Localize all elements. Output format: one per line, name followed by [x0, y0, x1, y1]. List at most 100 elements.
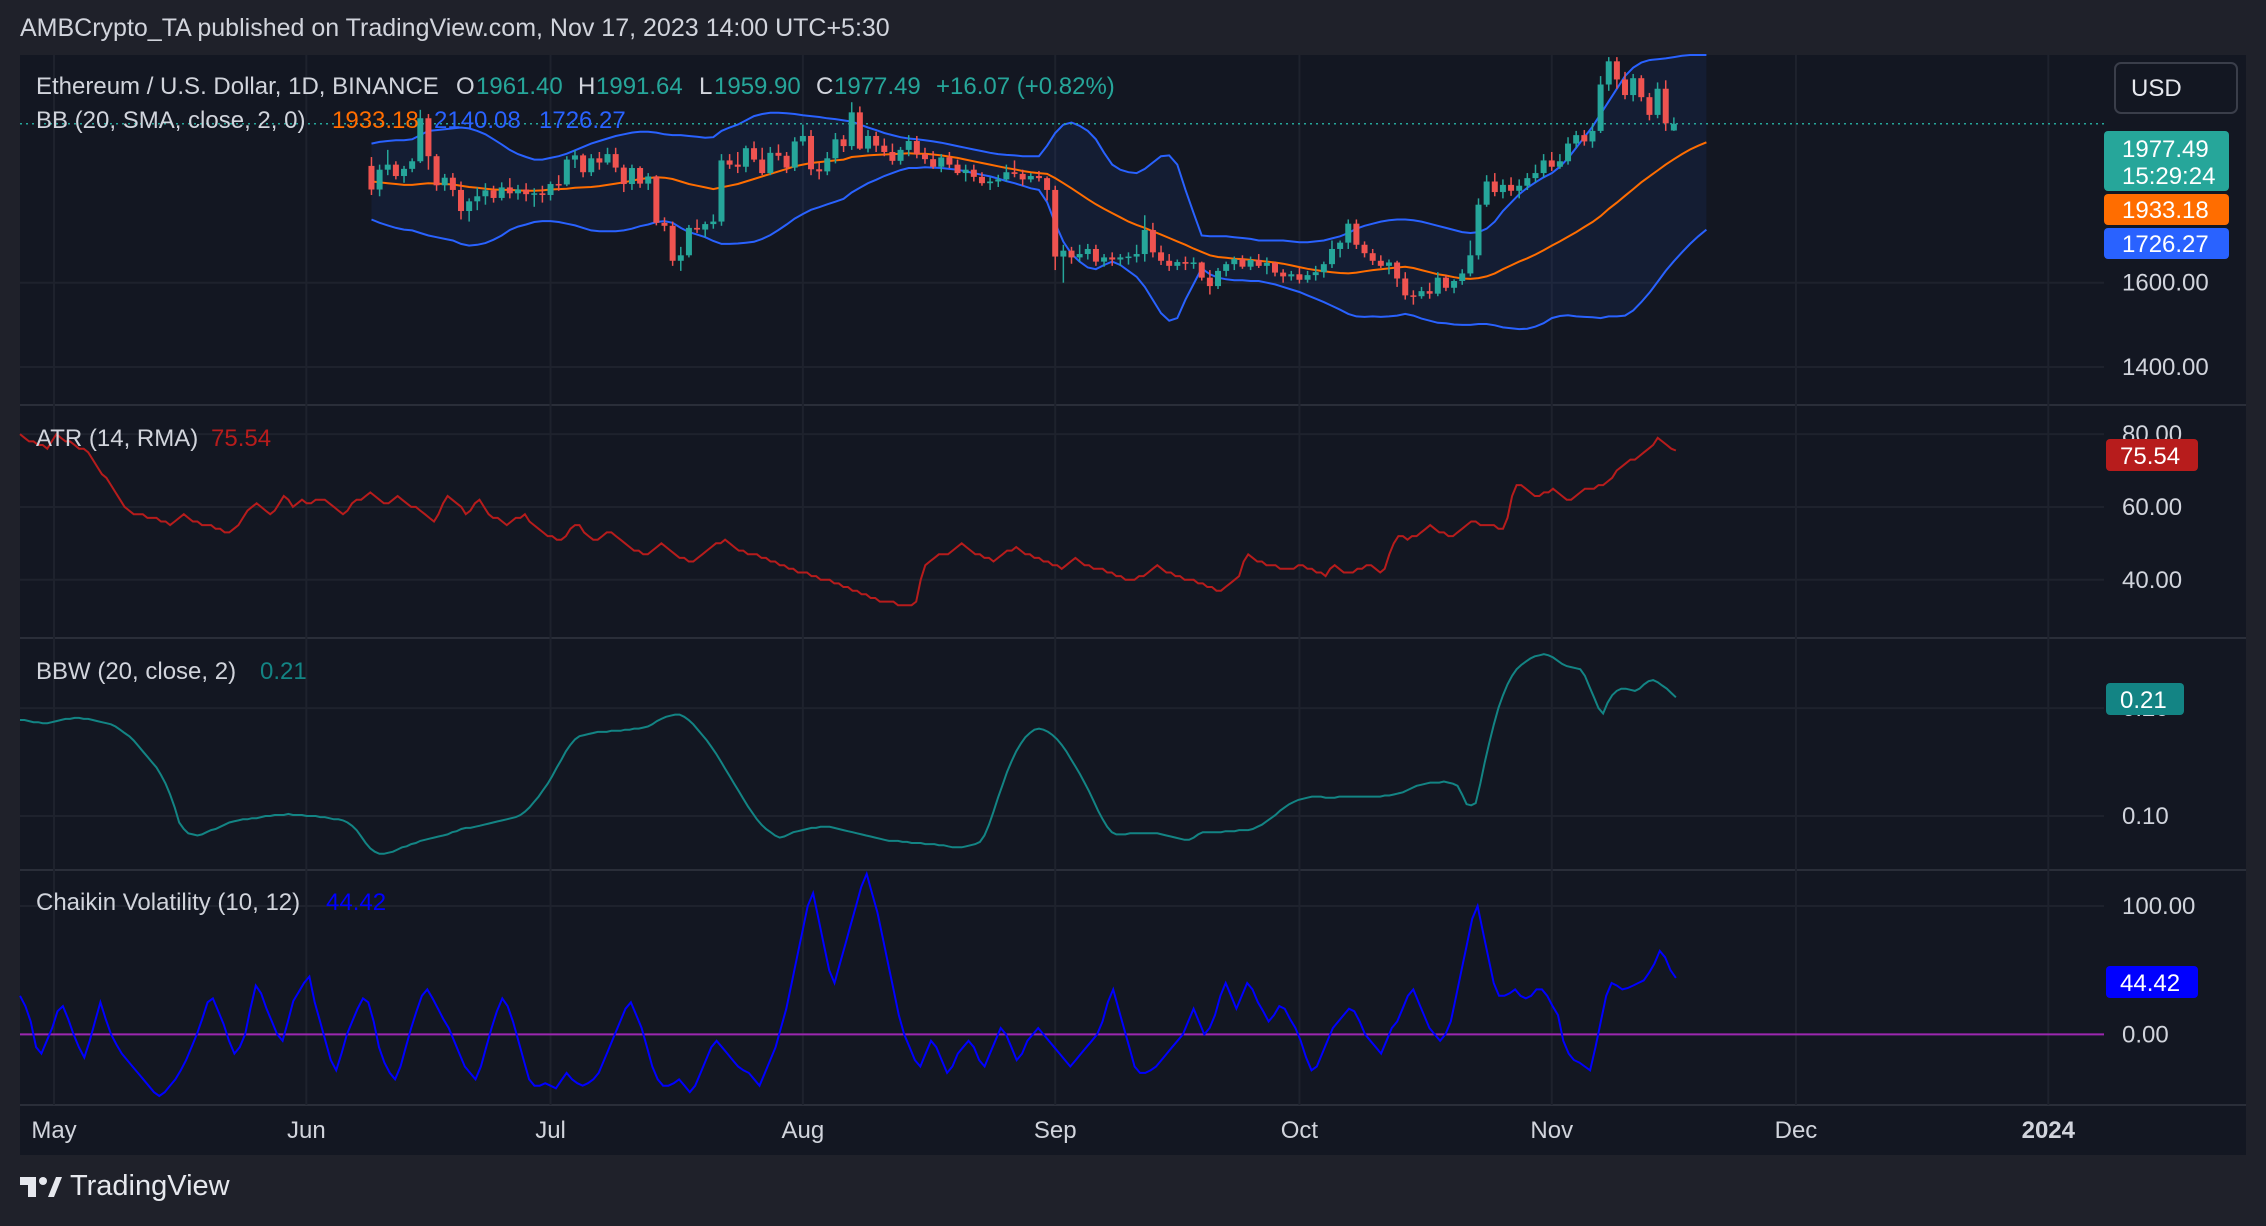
candle-body — [1402, 278, 1409, 296]
candle-body — [1052, 189, 1059, 257]
candle-body — [1581, 135, 1588, 142]
candle-body — [1149, 230, 1156, 253]
candle-body — [588, 158, 595, 173]
candle-body — [1548, 160, 1555, 167]
candle-body — [1475, 204, 1482, 256]
candle-body — [1516, 185, 1523, 191]
candle-body — [1272, 262, 1278, 273]
candle-body — [1320, 264, 1327, 273]
candle-body — [563, 159, 570, 185]
candle-body — [514, 189, 521, 194]
bb-lower-value: 1726.27 — [539, 107, 626, 134]
candle-body — [498, 187, 505, 198]
candle-body — [995, 179, 1002, 182]
candle-body — [376, 169, 383, 190]
bar-countdown: 15:29:24 — [2122, 163, 2215, 190]
currency-button-label: USD — [2131, 75, 2182, 102]
high-value: 1991.64 — [596, 73, 683, 100]
chaikin-badge: 44.42 — [2106, 966, 2198, 998]
low-label: L — [699, 73, 712, 100]
candle-body — [1483, 181, 1490, 205]
candle-body — [1247, 259, 1254, 267]
candle-body — [1304, 275, 1311, 280]
candle-body — [637, 168, 644, 184]
candle-body — [702, 224, 709, 230]
candle-body — [1622, 79, 1629, 96]
candle-body — [694, 227, 701, 230]
candle-body — [791, 141, 798, 168]
candle-body — [466, 201, 473, 212]
candle-body — [1280, 272, 1287, 277]
candle-body — [1532, 173, 1539, 179]
chaikin-badge-value: 44.42 — [2120, 970, 2180, 997]
candle-body — [930, 159, 937, 167]
candle-body — [1060, 250, 1067, 257]
candle-body — [799, 135, 806, 142]
bb-lower-line — [371, 166, 1708, 331]
y-tick-label: 1600.00 — [2122, 270, 2209, 297]
bb-indicator-name: BB (20, SMA, close, 2, 0) — [36, 107, 305, 134]
symbol-title: Ethereum / U.S. Dollar, 1D, BINANCE — [36, 73, 439, 100]
candle-body — [555, 184, 562, 186]
candle-body — [913, 141, 920, 155]
candle-body — [1084, 248, 1091, 255]
candle-body — [392, 164, 399, 177]
y-tick-label: 0.10 — [2122, 803, 2169, 830]
candle-body — [1630, 78, 1637, 96]
candle-body — [865, 135, 871, 149]
candle-body — [1499, 184, 1506, 193]
bbw-indicator-name: BBW (20, close, 2) — [36, 658, 236, 685]
tradingview-logo[interactable]: TradingView — [20, 1170, 230, 1203]
candle-body — [571, 155, 578, 160]
candle-body — [1524, 178, 1531, 186]
bb-upper-value: 2140.08 — [434, 107, 521, 134]
x-tick-label: Jul — [535, 1117, 566, 1144]
candle-body — [417, 118, 424, 162]
price-legend: Ethereum / U.S. Dollar, 1D, BINANCE O 19… — [36, 73, 1115, 134]
candle-body — [1328, 248, 1335, 265]
change-value: +16.07 (+0.82%) — [936, 73, 1115, 100]
candle-body — [433, 156, 440, 186]
bbw-legend-value: 0.21 — [260, 658, 307, 685]
candle-body — [506, 187, 513, 194]
candle-body — [921, 154, 928, 160]
candle-body — [596, 158, 603, 163]
candle-body — [1133, 254, 1140, 257]
candle-body — [856, 112, 863, 149]
bb-basis-value: 1933.18 — [332, 107, 419, 134]
candle-body — [685, 227, 692, 256]
y-tick-label: 40.00 — [2122, 567, 2182, 594]
candle-body — [425, 118, 432, 157]
candle-body — [1231, 259, 1238, 265]
candle-body — [523, 189, 530, 195]
candle-body — [368, 165, 375, 190]
candle-body — [1076, 254, 1083, 258]
candle-body — [539, 193, 546, 195]
candle-body — [604, 154, 611, 163]
candle-body — [1044, 178, 1051, 190]
candle-body — [1312, 272, 1319, 276]
candle-body — [384, 164, 391, 170]
candle-body — [751, 148, 758, 160]
candle-body — [1597, 84, 1604, 131]
candle-body — [1418, 291, 1425, 297]
candle-body — [1182, 262, 1189, 264]
candle-body — [620, 167, 627, 185]
candle-body — [832, 139, 839, 159]
candle-body — [1027, 176, 1034, 180]
candle-body — [474, 196, 481, 202]
candle-body — [628, 168, 635, 185]
candle-body — [1426, 291, 1433, 294]
candle-body — [1377, 260, 1384, 266]
candle-body — [1662, 88, 1669, 124]
candle-body — [669, 225, 676, 261]
candle-body — [1092, 248, 1099, 262]
candle-body — [1361, 244, 1368, 254]
candle-body — [1589, 130, 1596, 142]
currency-button[interactable]: USD — [2114, 62, 2238, 114]
x-tick-label: Jun — [287, 1117, 326, 1144]
bbw-badge: 0.21 — [2106, 683, 2184, 715]
candle-body — [938, 157, 945, 167]
bb-basis-badge: 1933.18 — [2104, 194, 2229, 225]
candle-body — [1198, 262, 1205, 278]
